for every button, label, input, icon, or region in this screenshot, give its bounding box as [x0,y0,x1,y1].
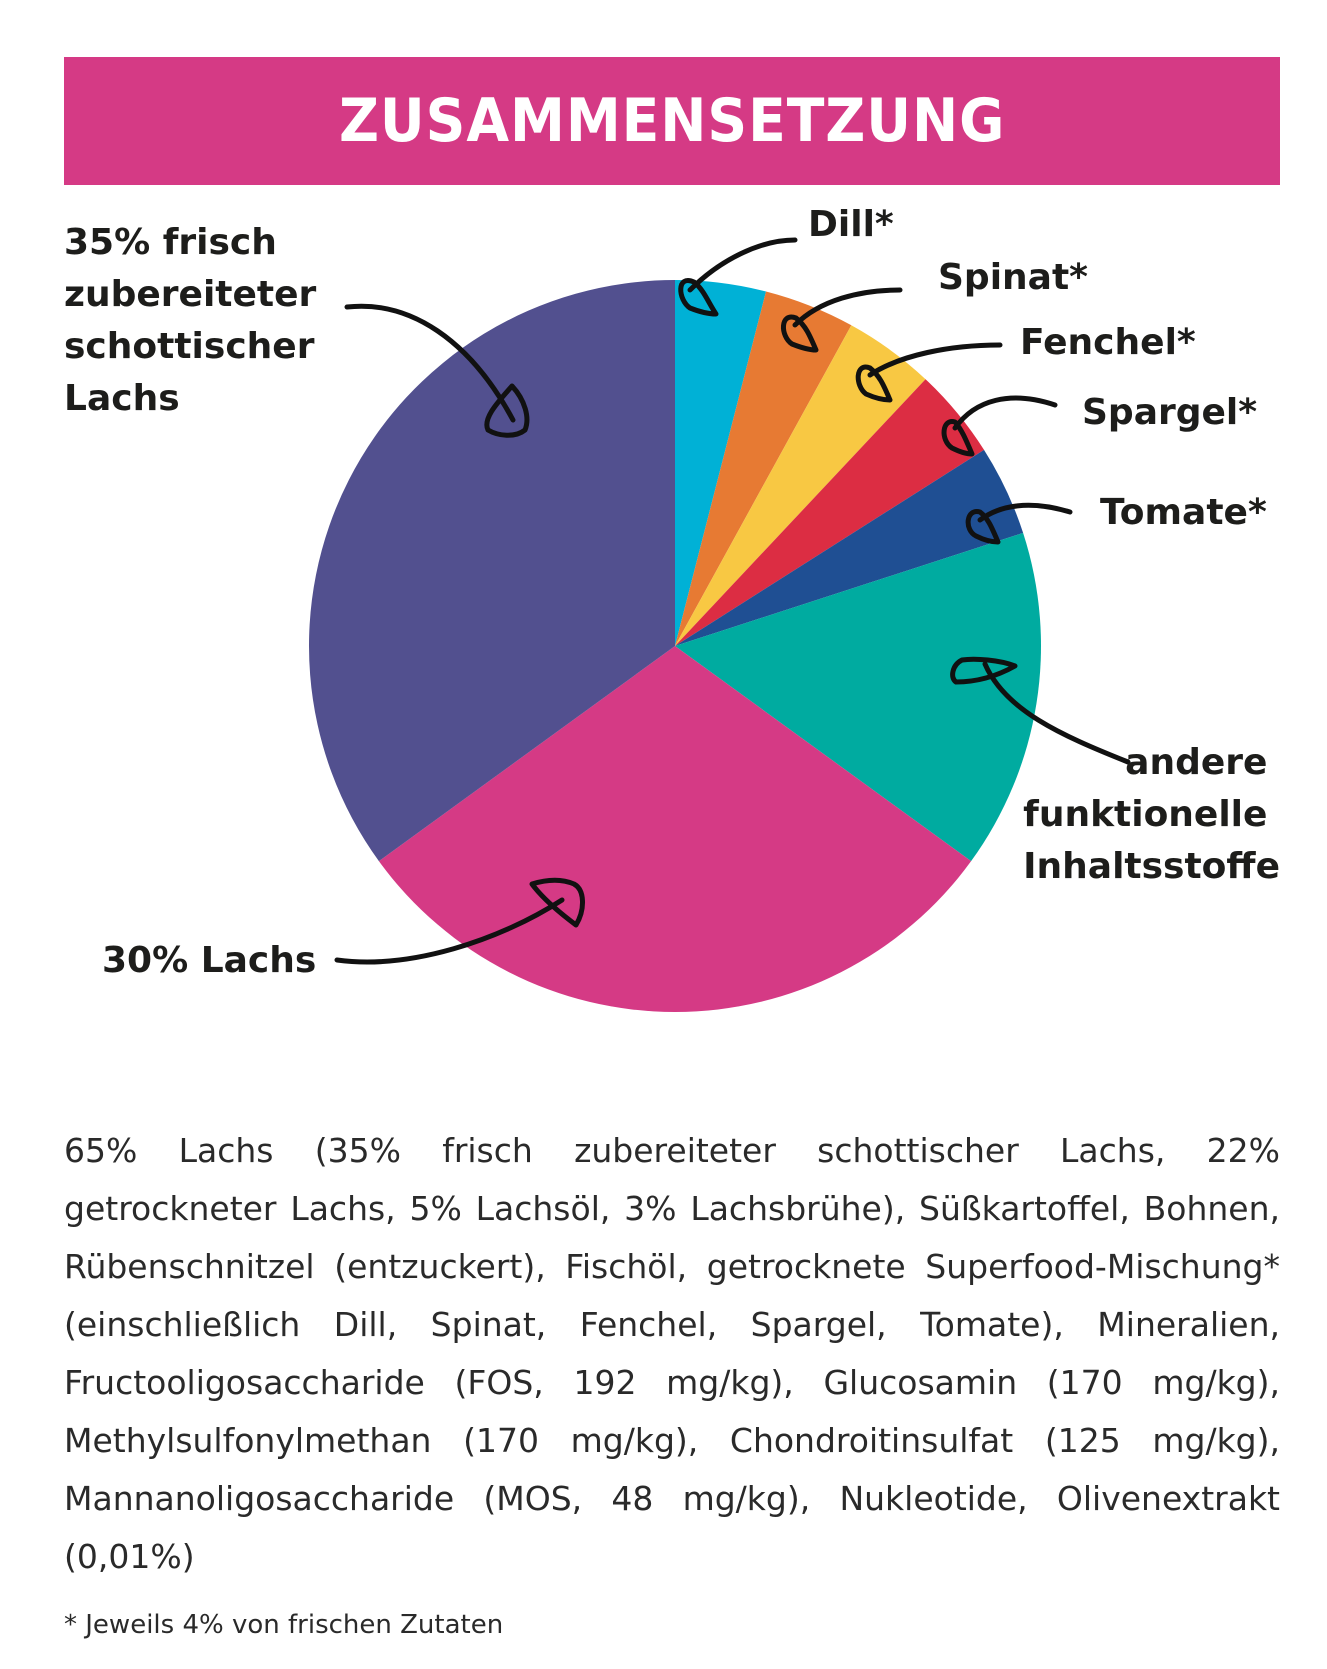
pie-slice-1 [675,291,852,646]
label-lachs30: 30% Lachs [102,940,316,981]
arrowhead-spargel [941,419,975,457]
ingredients-description: 65% Lachs (35% frisch zubereiteter schot… [64,1131,1280,1576]
arrowhead-andere [950,656,1018,685]
arrow-spinat [792,287,903,328]
label-fenchel: Fenchel* [1020,322,1196,363]
arrow-lachs30 [334,897,565,965]
pie-slice-0 [675,280,767,646]
slice-labels: Dill* Spinat* Fenchel* Spargel* Tomate* … [64,204,1280,981]
arrow-lachs35 [344,303,516,423]
label-spinat: Spinat* [938,257,1088,298]
label-spargel: Spargel* [1082,392,1257,433]
pie-slice-3 [675,379,985,646]
arrowhead-dill [678,278,719,317]
pie-slice-4 [675,449,1024,646]
arrowhead-fenchel [855,364,893,403]
label-lachs35: 35% frisch zubereiteter schottischer Lac… [64,222,329,419]
pie-slice-5 [675,532,1041,862]
label-andere: andere funktionelle Inhaltsstoffe [1023,742,1280,887]
arrowhead-tomate [965,509,1001,545]
label-tomate: Tomate* [1100,492,1267,533]
pie-chart: Dill* Spinat* Fenchel* Spargel* Tomate* … [64,204,1280,1012]
arrowhead-lachs35 [484,383,530,438]
pointer-arrows [334,237,1131,965]
footnote: * Jeweils 4% von frischen Zutaten [64,1610,504,1640]
arrowhead-spinat [781,314,819,353]
arrow-andere [982,661,1131,765]
pie-slices [309,280,1041,1012]
arrowhead-lachs30 [529,877,585,928]
arrow-dill [687,237,798,293]
title-banner: ZUSAMMENSETZUNG [64,57,1280,185]
page-title: ZUSAMMENSETZUNG [338,86,1006,156]
pie-slice-2 [675,325,926,646]
label-dill: Dill* [808,204,894,245]
pie-slice-7 [309,280,675,862]
arrow-spargel [952,395,1058,431]
arrow-fenchel [867,342,1003,378]
